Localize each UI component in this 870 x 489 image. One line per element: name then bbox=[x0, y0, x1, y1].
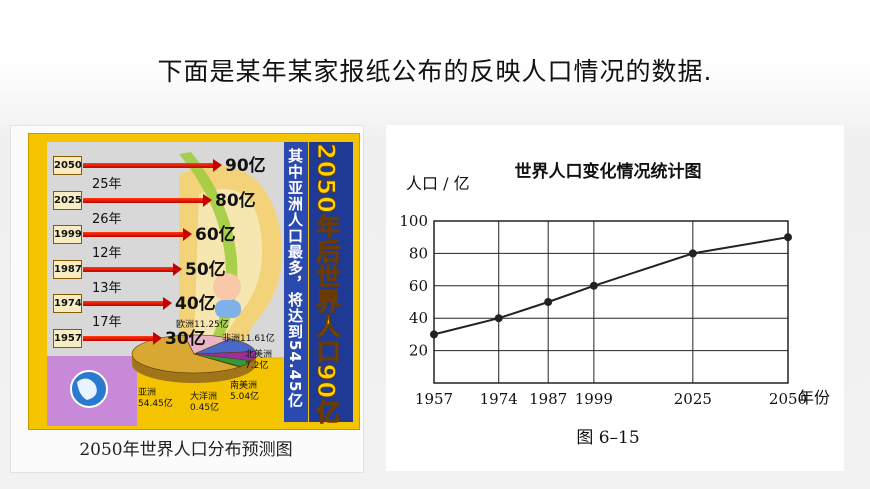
baby-icon bbox=[213, 273, 241, 301]
globe-land bbox=[77, 378, 97, 400]
y-tick-label: 80 bbox=[409, 244, 428, 262]
chart-grid bbox=[433, 220, 789, 384]
year-box-2025: 2025 bbox=[53, 190, 82, 210]
y-tick-labels: 20 40 60 80 100 bbox=[399, 212, 428, 360]
x-tick-label: 2025 bbox=[674, 390, 712, 408]
x-tick-label: 2050 bbox=[769, 390, 807, 408]
x-tick-label: 1957 bbox=[415, 390, 453, 408]
population-bar-1987 bbox=[83, 262, 182, 276]
population-value-2050: 90亿 bbox=[225, 156, 266, 176]
y-tick-label: 20 bbox=[409, 342, 428, 360]
green-ribbon bbox=[179, 152, 238, 346]
year-box-1957: 1957 bbox=[53, 328, 82, 348]
population-value-1974: 40亿 bbox=[175, 294, 216, 314]
gap-label: 12年 bbox=[92, 246, 122, 261]
data-point bbox=[589, 281, 598, 290]
poster-caption: 2050年世界人口分布预测图 bbox=[79, 440, 293, 460]
population-value-1987: 50亿 bbox=[185, 259, 226, 280]
x-tick-label: 1999 bbox=[575, 390, 613, 408]
gap-label: 26年 bbox=[92, 211, 122, 227]
poster-vertical-subtitle: 其中亚洲人口最多，将达到54.45亿 bbox=[286, 148, 304, 409]
label-africa: 非洲11.61亿 bbox=[222, 334, 275, 344]
population-bar-1957 bbox=[83, 331, 162, 345]
chart-caption: 图 6–15 bbox=[576, 428, 639, 448]
gap-label: 25年 bbox=[92, 177, 122, 192]
population-bar-1974 bbox=[83, 297, 172, 310]
series-line bbox=[433, 236, 789, 336]
year-box-1999: 1999 bbox=[53, 225, 82, 244]
gap-label: 13年 bbox=[92, 280, 122, 296]
year-box-1974: 1974 bbox=[53, 294, 82, 313]
x-axis-label: 年份 bbox=[798, 388, 830, 407]
data-point bbox=[784, 233, 792, 242]
chart-title: 世界人口变化情况统计图 bbox=[515, 161, 702, 182]
chart-card bbox=[386, 125, 844, 471]
title-banner bbox=[309, 142, 353, 422]
x-tick-label: 1974 bbox=[480, 390, 518, 408]
label-europe: 欧洲11.25亿 bbox=[176, 320, 229, 330]
gap-label: 17年 bbox=[92, 315, 122, 330]
data-points bbox=[430, 233, 792, 339]
population-bar-2025 bbox=[83, 193, 212, 207]
y-tick-label: 60 bbox=[409, 277, 428, 295]
label-south-america: 南美洲 5.04亿 bbox=[230, 381, 260, 402]
population-bar-1999 bbox=[83, 228, 192, 241]
population-value-2025: 80亿 bbox=[215, 190, 256, 211]
x-tick-labels: 1957 1974 1987 1999 2025 2050 bbox=[415, 390, 807, 408]
poster bbox=[28, 133, 360, 430]
y-axis-label: 人口 / 亿 bbox=[406, 174, 470, 193]
label-asia: 亚洲 54.45亿 bbox=[138, 388, 173, 409]
data-point bbox=[430, 330, 438, 339]
x-tick-label: 1987 bbox=[529, 390, 567, 408]
population-value-1957: 30亿 bbox=[165, 328, 206, 349]
year-box-1987: 1987 bbox=[53, 259, 82, 279]
population-bar-2050 bbox=[83, 159, 222, 172]
year-box-2050: 2050 bbox=[53, 156, 82, 175]
page-title: 下面是某年某家报纸公布的反映人口情况的数据. bbox=[157, 57, 713, 86]
data-point bbox=[688, 249, 697, 258]
data-point bbox=[494, 314, 503, 323]
poster-vertical-title: 2050年后世界人口90亿 bbox=[312, 142, 341, 425]
baby-body bbox=[215, 300, 241, 318]
data-point bbox=[544, 298, 553, 306]
subtitle-banner bbox=[284, 142, 308, 422]
y-tick-label: 100 bbox=[399, 212, 428, 230]
population-value-1999: 60亿 bbox=[195, 225, 236, 245]
label-north-america: 北美洲 7.2亿 bbox=[245, 350, 273, 371]
label-oceania: 大洋洲 0.45亿 bbox=[190, 392, 220, 413]
y-tick-label: 40 bbox=[409, 309, 428, 327]
poster-illustration bbox=[47, 142, 353, 426]
